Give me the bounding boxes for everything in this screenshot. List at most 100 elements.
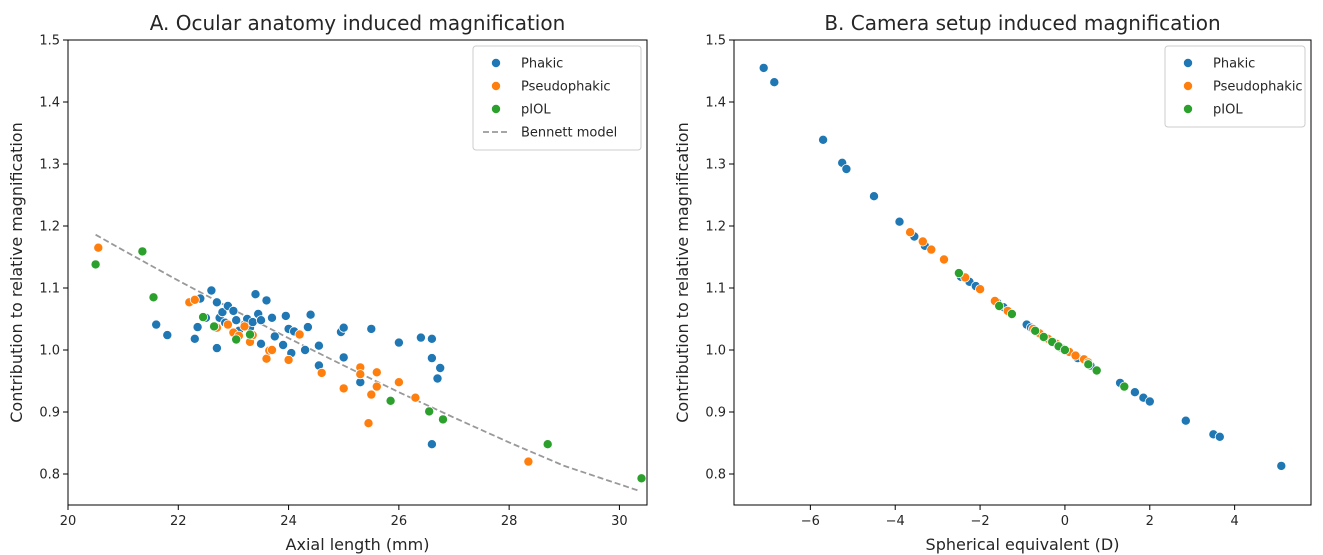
pseudophakic-point [393,377,404,388]
pseudophakic-point [363,418,374,429]
piol-point [1059,344,1070,355]
y-tick-label-a: 1.3 [39,158,60,173]
bennett-model-line [95,233,639,492]
data-layer-b [758,62,1287,471]
phakic-point [266,312,277,323]
legend-marker-piol [490,104,501,115]
y-tick-label-b: 0.9 [705,406,726,421]
y-tick-label-a: 0.9 [39,406,60,421]
plot-frame-b [733,39,1312,506]
x-tick-label-b: 2 [1146,514,1154,529]
legend-box-a [472,45,642,151]
x-tick-label-a: 20 [60,514,77,529]
legend-a: Phakic Pseudophakic pIOL Bennett model [472,45,642,151]
x-axis-title-b: Spherical equivalent (D) [926,535,1120,554]
phakic-point [869,191,880,202]
pseudophakic-point [338,383,349,394]
phakic-point [1180,415,1191,426]
legend-label-bennett-model: Bennett model [521,126,617,141]
piol-point [209,321,220,332]
phakic-point [300,344,311,355]
phakic-point [192,322,203,333]
piol-point [1091,365,1102,376]
phakic-point [426,353,437,364]
y-tick-label-a: 1.5 [39,34,60,49]
plot-frame-a [67,39,648,506]
phakic-point [269,331,280,342]
phakic-point [206,285,217,296]
phakic-point [769,77,780,88]
pseudophakic-point [93,242,104,253]
pseudophakic-point [189,294,200,305]
phakic-point [280,310,291,321]
y-axis-title-a: Contribution to relative magnification [7,122,26,422]
legend-marker-phakic [1183,58,1194,69]
y-tick-label-a: 1.2 [39,220,60,235]
phakic-point [393,337,404,348]
phakic-point [841,163,852,174]
piol-point [1038,331,1049,342]
legend-label-pseudophakic: Pseudophakic [1213,80,1303,95]
phakic-point [366,323,377,334]
phakic-point [432,373,443,384]
piol-point [1119,381,1130,392]
phakic-point [338,352,349,363]
legend-label-piol: pIOL [1213,103,1243,118]
phakic-point [151,319,162,330]
y-axis-title-b: Contribution to relative magnification [673,122,692,422]
pseudophakic-point [917,236,928,247]
pseudophakic-point [410,392,421,403]
piol-point [994,300,1005,311]
phakic-point [162,330,173,341]
pseudophakic-point [371,381,382,392]
phakic-point [426,439,437,450]
phakic-point [758,62,769,73]
x-tick-label-b: −6 [801,514,820,529]
phakic-point [211,297,222,308]
legend-label-pseudophakic: Pseudophakic [521,80,611,95]
x-tick-label-b: 4 [1230,514,1238,529]
piol-point [953,268,964,279]
x-tick-label-a: 28 [501,514,518,529]
legend-box-b [1164,45,1306,128]
y-tick-label-b: 1.5 [705,34,726,49]
phakic-point [305,309,316,320]
phakic-point [217,307,228,318]
phakic-point [1276,460,1287,471]
phakic-point [189,333,200,344]
panel-b-camera-setup: B. Camera setup induced magnification −6 −… [673,11,1312,554]
pseudophakic-point [266,344,277,355]
y-tick-label-a: 0.8 [39,468,60,483]
piol-point [1006,308,1017,319]
phakic-point [247,317,258,328]
phakic-point [338,322,349,333]
phakic-point [278,339,289,350]
piol-point [90,259,101,270]
piol-point [148,292,159,303]
x-axis-title-a: Axial length (mm) [286,535,430,554]
phakic-point [435,362,446,373]
pseudophakic-point [239,321,250,332]
phakic-point [313,340,324,351]
pseudophakic-point [905,227,916,238]
phakic-point [302,322,313,333]
panel-a-ocular-anatomy: A. Ocular anatomy induced magnification 2… [7,11,648,554]
piol-point [137,246,148,257]
phakic-point [1214,431,1225,442]
piol-point [198,312,209,323]
piol-point [542,439,553,450]
phakic-point [261,295,272,306]
y-tick-label-a: 1.1 [39,282,60,297]
pseudophakic-point [316,367,327,378]
piol-point [424,406,435,417]
pseudophakic-point [283,354,294,365]
phakic-point [231,315,242,326]
y-tick-label-b: 1.4 [705,96,726,111]
data-layer-a [90,233,647,492]
legend-marker-piol [1183,104,1194,115]
phakic-point [250,289,261,300]
piol-point [1030,325,1041,336]
legend-label-piol: pIOL [521,103,551,118]
pseudophakic-point [926,244,937,255]
